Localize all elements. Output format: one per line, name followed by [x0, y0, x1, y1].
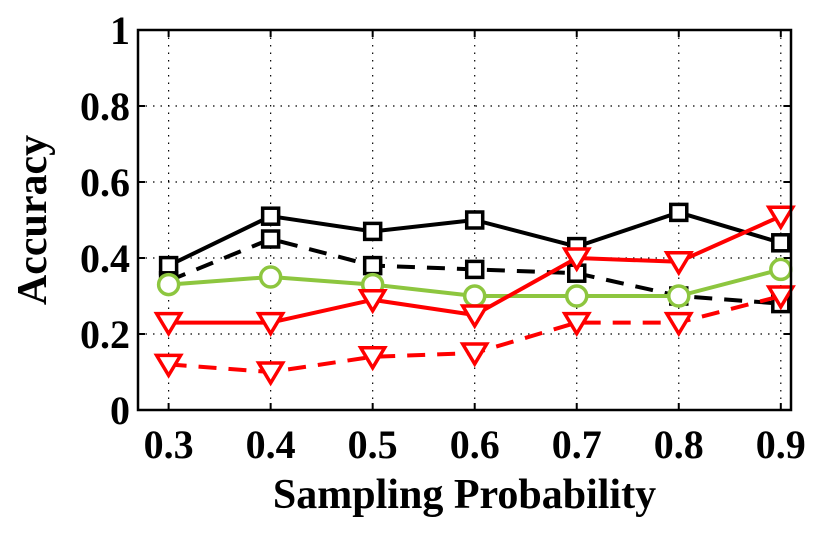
data-point	[258, 265, 283, 289]
data-point	[663, 311, 694, 338]
x-axis-title: Sampling Probability	[273, 472, 656, 518]
data-point	[459, 304, 490, 330]
data-point	[153, 311, 184, 338]
data-point	[357, 289, 388, 315]
series-1	[158, 202, 791, 276]
data-point	[362, 255, 383, 276]
data-point	[663, 251, 694, 277]
data-point	[464, 210, 485, 230]
x-tick-label: 0.8	[654, 422, 704, 467]
data-point	[260, 229, 281, 249]
x-tick-label: 0.5	[348, 422, 398, 467]
data-point	[462, 284, 487, 308]
data-point	[669, 202, 689, 223]
x-tick-label: 0.6	[450, 422, 500, 467]
data-point	[765, 285, 796, 311]
data-point	[156, 272, 181, 297]
data-point	[771, 233, 791, 253]
data-point	[459, 342, 490, 368]
series-layer	[153, 202, 796, 387]
data-point	[769, 257, 793, 282]
data-point	[357, 346, 388, 372]
y-tick-label: 0.2	[80, 312, 130, 357]
data-point	[561, 311, 592, 338]
y-axis-ticks: 0 0.2 0.4 0.6 0.8 1	[80, 8, 791, 433]
x-tick-label: 0.3	[144, 422, 194, 467]
y-tick-label: 0	[110, 388, 130, 433]
series-5	[153, 285, 796, 387]
data-point	[561, 247, 592, 273]
x-tick-label: 0.7	[552, 422, 602, 467]
data-point	[464, 259, 485, 280]
data-point	[667, 284, 691, 308]
data-point	[255, 311, 286, 338]
plot-frame	[136, 28, 793, 412]
x-axis-ticks: 0.3 0.4 0.5 0.6 0.7 0.8 0.9	[144, 30, 806, 467]
x-tick-label: 0.9	[756, 422, 806, 467]
data-point	[362, 221, 383, 242]
data-point	[260, 206, 281, 226]
series-4	[153, 205, 796, 338]
x-tick-label: 0.4	[246, 422, 296, 467]
series-3	[156, 257, 793, 308]
y-axis-title: Accuracy	[10, 135, 56, 305]
y-tick-label: 1	[110, 8, 130, 53]
y-tick-label: 0.8	[80, 84, 130, 129]
data-point	[153, 353, 184, 379]
y-tick-label: 0.4	[80, 236, 130, 281]
y-tick-label: 0.6	[80, 160, 130, 205]
data-point	[255, 361, 286, 387]
data-point	[564, 284, 589, 308]
data-point	[765, 205, 796, 231]
